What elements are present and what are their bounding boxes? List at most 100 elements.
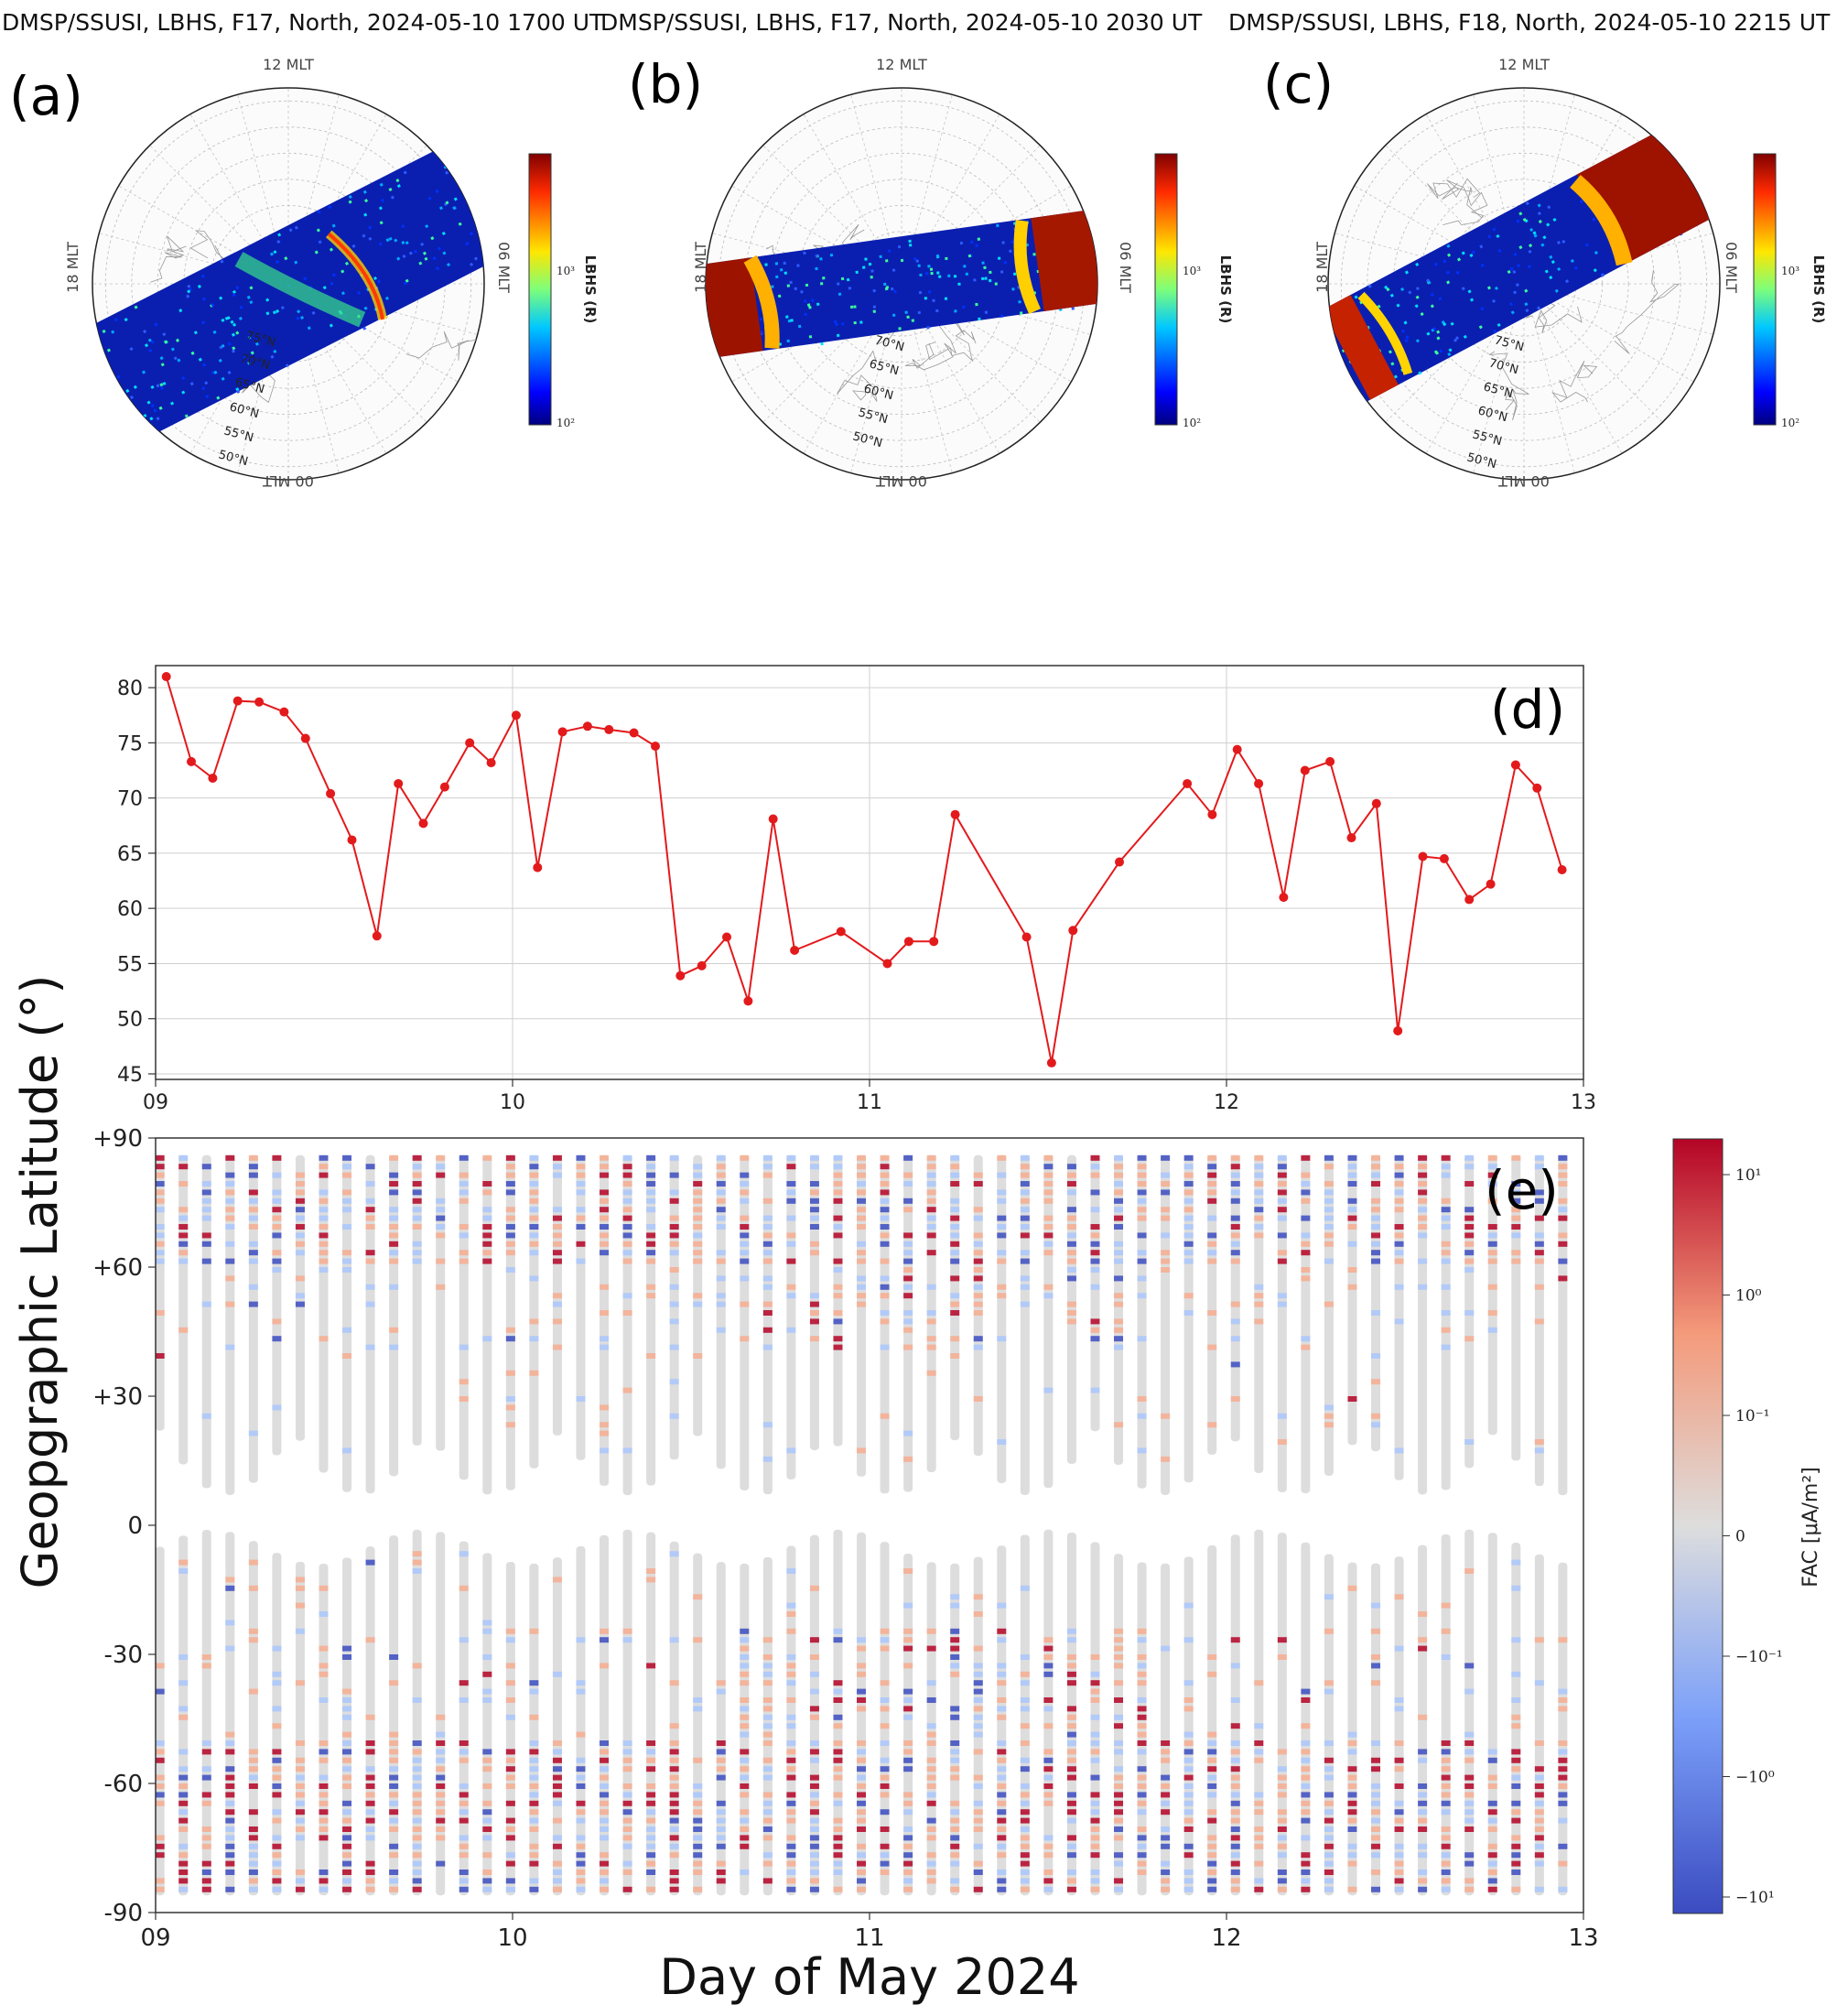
- colorbar-label-c: LBHS (R): [1810, 255, 1827, 324]
- fac-cell: [1464, 1826, 1475, 1832]
- fac-cell: [1114, 1258, 1124, 1264]
- fac-cell: [669, 1250, 679, 1256]
- fac-cell: [1020, 1826, 1030, 1832]
- fac-cell: [1558, 1740, 1568, 1746]
- noise-pixel: [997, 256, 1001, 260]
- fac-cell: [1183, 1706, 1194, 1712]
- fac-pass-south: [880, 1542, 890, 1896]
- fac-cell: [622, 1241, 632, 1247]
- fac-cell: [809, 1637, 819, 1643]
- fac-cell: [1161, 1189, 1171, 1196]
- fac-cell: [600, 1404, 610, 1411]
- fac-cell: [1394, 1154, 1404, 1161]
- fac-cell: [903, 1645, 913, 1652]
- fac-cell: [1137, 1809, 1147, 1815]
- fac-cell: [1558, 1215, 1568, 1221]
- noise-pixel: [276, 240, 281, 244]
- fac-cell: [997, 1258, 1007, 1264]
- fac-cell: [1301, 1181, 1311, 1187]
- fac-cell: [365, 1250, 375, 1256]
- fac-cell: [295, 1241, 305, 1247]
- fac-cell: [155, 1258, 165, 1264]
- fac-pass-north: [1161, 1154, 1171, 1495]
- colorbar-tick: 10³: [557, 265, 575, 277]
- noise-pixel: [129, 395, 135, 400]
- fac-cell: [880, 1792, 890, 1798]
- noise-pixel: [808, 306, 812, 309]
- fac-cell: [342, 1688, 352, 1695]
- fac-cell: [1371, 1766, 1381, 1772]
- noise-pixel: [685, 332, 687, 335]
- fac-cell: [903, 1181, 913, 1187]
- noise-pixel: [74, 348, 78, 352]
- fac-cell: [669, 1379, 679, 1385]
- fac-cell: [926, 1740, 936, 1746]
- fac-cell: [997, 1198, 1007, 1204]
- fac-cell: [155, 1783, 165, 1789]
- fac-cell: [809, 1809, 819, 1815]
- fac-cell: [600, 1870, 610, 1875]
- fac-cell: [1137, 1680, 1147, 1686]
- noise-pixel: [449, 169, 455, 174]
- fac-cell: [1066, 1318, 1076, 1325]
- fac-cell: [833, 1628, 843, 1634]
- noise-pixel: [1719, 191, 1720, 196]
- fac-cell: [576, 1843, 586, 1849]
- fac-cell: [833, 1714, 843, 1720]
- fac-cell: [272, 1198, 282, 1204]
- fac-cell: [459, 1551, 469, 1557]
- fac-cell: [225, 1792, 235, 1798]
- fac-cell: [1301, 1860, 1311, 1867]
- fac-cell: [365, 1181, 375, 1187]
- fac-cell: [1487, 1224, 1497, 1230]
- colorbar-tick-label: 10⁰: [1735, 1287, 1762, 1306]
- fac-cell: [1418, 1749, 1428, 1755]
- fac-cell: [762, 1878, 773, 1884]
- lbhs-colorbar-b: [1154, 153, 1178, 426]
- fac-cell: [1137, 1413, 1147, 1419]
- noise-pixel: [297, 309, 301, 314]
- fac-cell: [1277, 1817, 1287, 1824]
- noise-pixel: [1507, 269, 1511, 274]
- fac-cell: [740, 1189, 750, 1196]
- noise-pixel: [841, 322, 845, 326]
- fac-cell: [1066, 1714, 1076, 1720]
- fac-cell: [576, 1680, 586, 1686]
- x-tick-label: 12: [1214, 1091, 1239, 1114]
- fac-pass-south: [786, 1545, 796, 1896]
- noise-pixel: [1111, 276, 1114, 278]
- fac-cell: [903, 1318, 913, 1325]
- fac-cell: [693, 1792, 703, 1798]
- fac-cell: [295, 1800, 305, 1806]
- fac-cell: [600, 1860, 610, 1867]
- noise-pixel: [114, 415, 119, 419]
- fac-cell: [459, 1843, 469, 1849]
- data-point: [465, 738, 475, 748]
- fac-cell: [1114, 1860, 1124, 1867]
- noise-pixel: [885, 259, 889, 263]
- noise-pixel: [1678, 148, 1683, 153]
- fac-cell: [1324, 1843, 1334, 1849]
- fac-cell: [1558, 1792, 1568, 1798]
- noise-pixel: [1676, 125, 1680, 131]
- fac-pass-south: [365, 1546, 375, 1896]
- fac-cell: [1277, 1198, 1287, 1204]
- fac-cell: [248, 1870, 258, 1875]
- fac-cell: [1324, 1870, 1334, 1875]
- fac-cell: [809, 1154, 819, 1161]
- noise-pixel: [479, 200, 483, 204]
- fac-cell: [716, 1181, 726, 1187]
- fac-cell: [740, 1275, 750, 1282]
- fac-cell: [973, 1870, 983, 1875]
- fac-cell: [762, 1860, 773, 1867]
- fac-cell: [1230, 1663, 1240, 1669]
- fac-cell: [973, 1267, 983, 1273]
- swath-background: [92, 133, 484, 459]
- fac-cell: [669, 1318, 679, 1325]
- fac-cell: [225, 1870, 235, 1875]
- noise-pixel: [464, 166, 469, 171]
- noise-pixel: [687, 312, 690, 315]
- fac-cell: [716, 1250, 726, 1256]
- fac-cell: [1161, 1886, 1171, 1892]
- noise-pixel: [1012, 272, 1017, 276]
